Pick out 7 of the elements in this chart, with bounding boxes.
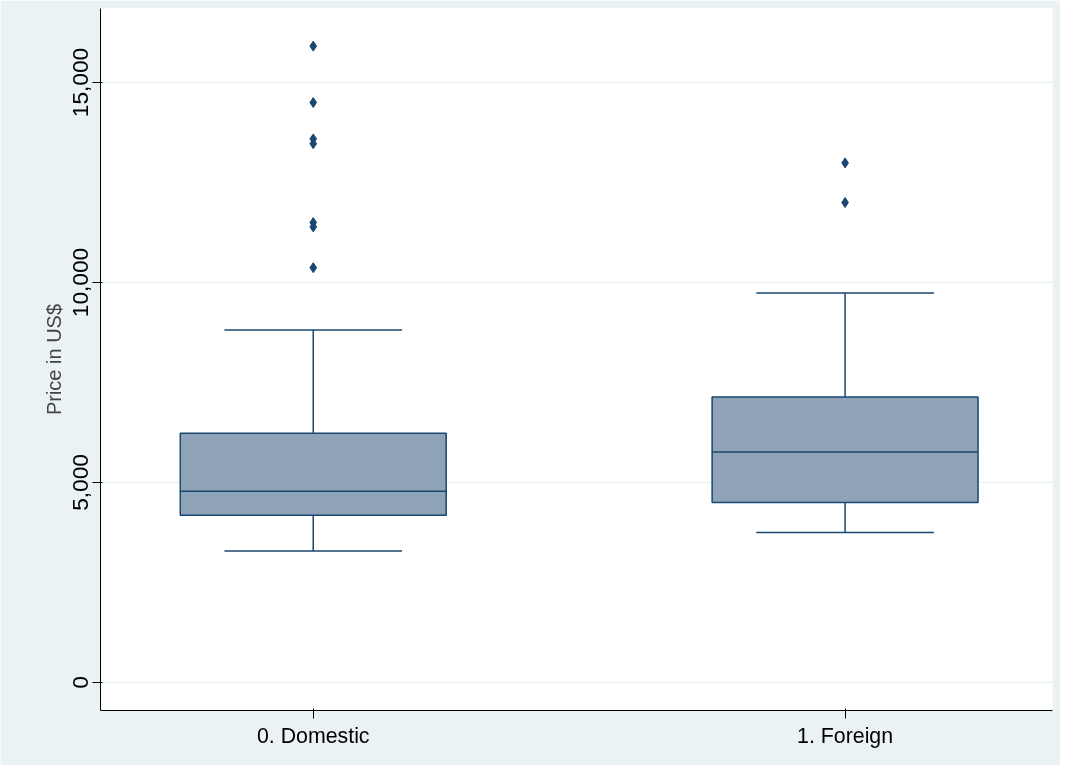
x-tick-label: 1. Foreign [797,723,894,748]
y-axis-title: Price in US$ [42,303,65,416]
x-tick-label: 0. Domestic [256,723,370,748]
y-tick-label: 15,000 [66,47,93,118]
y-tick-label: 10,000 [66,247,93,318]
y-tick-label: 0 [66,676,93,689]
y-tick-label: 5,000 [66,454,93,511]
